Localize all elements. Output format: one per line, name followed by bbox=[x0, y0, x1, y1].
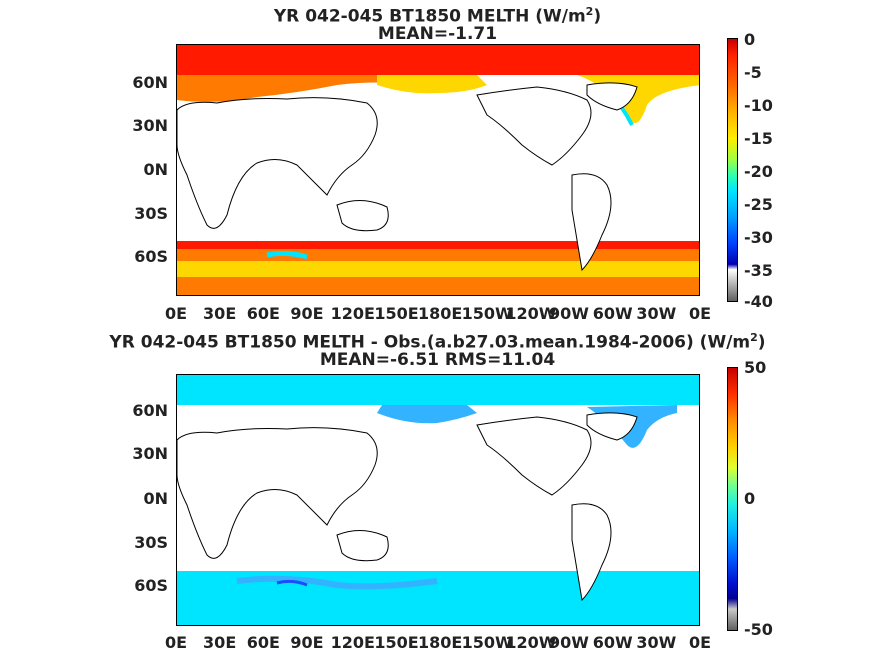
lat-label-60S-p1: 60S bbox=[134, 247, 168, 266]
panel1-title: YR 042-045 BT1850 MELTH (W/m2) bbox=[0, 2, 875, 27]
lon-label: 120E bbox=[330, 633, 375, 652]
cbar1-tick-3: -15 bbox=[744, 129, 773, 148]
cbar2-tick-0: 50 bbox=[744, 358, 767, 377]
cbar1-tick-2: -10 bbox=[744, 96, 773, 115]
lat-label-30N-p2: 30N bbox=[132, 444, 168, 463]
lon-label: 90W bbox=[549, 304, 589, 323]
lon-label: 90E bbox=[290, 304, 324, 323]
lon-label: 180E bbox=[418, 633, 463, 652]
cbar1-tick-4: -20 bbox=[744, 162, 773, 181]
continents-1 bbox=[177, 82, 638, 272]
lon-label: 120W bbox=[505, 633, 557, 652]
map-1-svg bbox=[177, 45, 699, 295]
colorbar-2-gradient bbox=[728, 368, 737, 630]
greenland-outline-1 bbox=[586, 82, 638, 111]
cbar1-tick-6: -30 bbox=[744, 228, 773, 247]
lon-label: 120W bbox=[505, 304, 557, 323]
lon-label: 90E bbox=[290, 633, 324, 652]
arctic-diff-field bbox=[177, 375, 699, 405]
antarctic-diff-band bbox=[236, 575, 438, 590]
lat-label-60N-p2: 60N bbox=[132, 401, 168, 420]
lat-label-30S-p2: 30S bbox=[134, 533, 168, 552]
antarctic-cold-patch bbox=[266, 250, 308, 260]
australia-outline-1 bbox=[336, 200, 389, 232]
lon-label: 150W bbox=[461, 304, 513, 323]
lon-label: 30E bbox=[203, 304, 237, 323]
map-panel-2 bbox=[176, 374, 700, 626]
cbar2-tick-2: -50 bbox=[744, 620, 773, 639]
okhotsk-diff bbox=[377, 405, 477, 424]
lon-label: 120E bbox=[330, 304, 375, 323]
cbar1-tick-1: -5 bbox=[744, 63, 762, 82]
antarctic-diff-core bbox=[276, 579, 308, 587]
lon-label: 0E bbox=[688, 304, 712, 323]
antarctic-coast-zone bbox=[177, 277, 699, 295]
antarctic-ice-edge bbox=[177, 241, 699, 249]
lat-label-60N-p1: 60N bbox=[132, 73, 168, 92]
south-america-outline-2 bbox=[571, 503, 612, 602]
eurasia-africa-outline-1 bbox=[177, 97, 378, 229]
lon-label: 150E bbox=[374, 633, 419, 652]
lon-label: 0E bbox=[688, 633, 712, 652]
panel1-title-text: YR 042-045 BT1850 MELTH (W/m bbox=[273, 6, 586, 27]
lon-label: 150W bbox=[461, 633, 513, 652]
lat-label-60S-p2: 60S bbox=[134, 576, 168, 595]
lon-label: 60E bbox=[246, 633, 280, 652]
cbar1-tick-0: 0 bbox=[744, 30, 756, 49]
panel1-title-sup: 2 bbox=[585, 5, 594, 18]
lat-label-30N-p1: 30N bbox=[132, 116, 168, 135]
lon-label: 30E bbox=[203, 633, 237, 652]
cbar1-tick-7: -35 bbox=[744, 261, 773, 280]
panel1-subtitle: MEAN=-1.71 bbox=[377, 24, 498, 44]
panel2-subtitle: MEAN=-6.51 RMS=11.04 bbox=[319, 350, 556, 370]
lat-label-0N-p1: 0N bbox=[143, 160, 168, 179]
arctic-ice-field bbox=[177, 45, 699, 75]
panel2-title-text: YR 042-045 BT1850 MELTH - Obs.(a.b27.03.… bbox=[109, 332, 751, 353]
lon-label: 90W bbox=[549, 633, 589, 652]
okhotsk-bering-ice bbox=[377, 75, 487, 94]
colorbar-1-gradient bbox=[728, 39, 737, 301]
lon-label: 60W bbox=[592, 633, 633, 652]
greenland-outline-2 bbox=[586, 412, 638, 441]
panel1-title-tail: ) bbox=[593, 6, 602, 27]
lon-label: 180E bbox=[418, 304, 463, 323]
cbar1-tick-5: -25 bbox=[744, 195, 773, 214]
lon-label: 60W bbox=[592, 304, 633, 323]
lon-label: 60E bbox=[246, 304, 280, 323]
lon-label: 30W bbox=[636, 304, 677, 323]
colorbar-2 bbox=[727, 367, 738, 631]
north-america-outline-1 bbox=[476, 86, 592, 166]
lon-label: 0E bbox=[164, 633, 188, 652]
colorbar-1 bbox=[727, 38, 738, 302]
map-2-svg bbox=[177, 375, 699, 625]
panel2-title: YR 042-045 BT1850 MELTH - Obs.(a.b27.03.… bbox=[0, 328, 875, 353]
north-america-outline-2 bbox=[476, 416, 592, 496]
eurasia-africa-outline-2 bbox=[177, 427, 378, 559]
cbar1-tick-8: -40 bbox=[744, 292, 773, 311]
panel2-title-tail: ) bbox=[757, 332, 766, 353]
continents-2 bbox=[177, 412, 638, 602]
map-panel-1 bbox=[176, 44, 700, 296]
south-america-outline-1 bbox=[571, 173, 612, 272]
lat-label-0N-p2: 0N bbox=[143, 489, 168, 508]
antarctic-ice-band bbox=[177, 249, 699, 261]
lat-label-30S-p1: 30S bbox=[134, 204, 168, 223]
lon-label: 0E bbox=[164, 304, 188, 323]
lon-label: 30W bbox=[636, 633, 677, 652]
cbar2-tick-1: 0 bbox=[744, 489, 756, 508]
panel2-title-sup: 2 bbox=[750, 331, 758, 344]
australia-outline-2 bbox=[336, 530, 389, 562]
lon-label: 150E bbox=[374, 304, 419, 323]
